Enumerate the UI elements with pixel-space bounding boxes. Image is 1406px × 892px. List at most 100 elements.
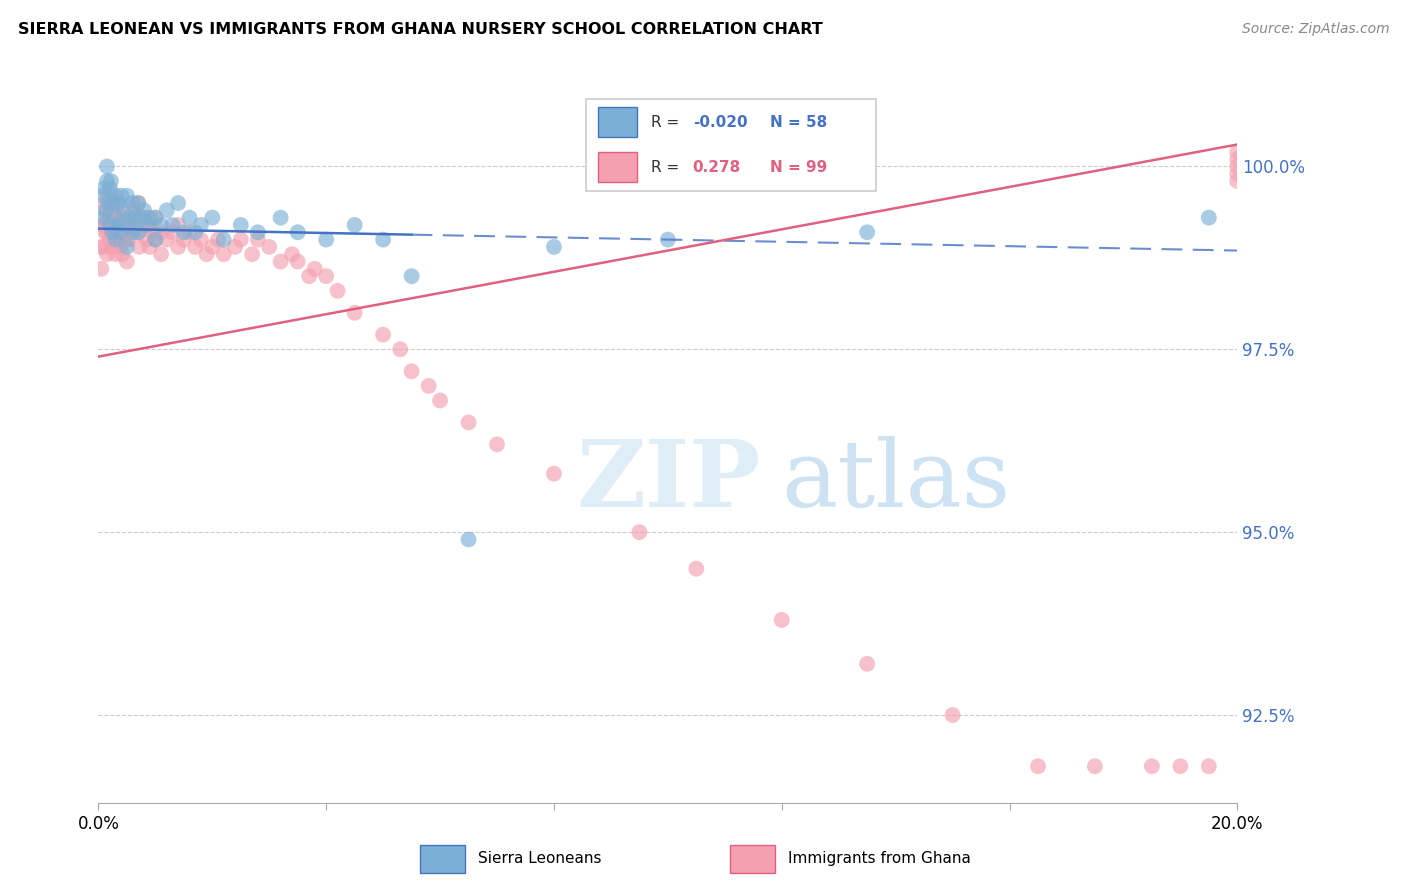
Point xyxy=(98,233,121,247)
Point xyxy=(201,211,224,225)
Point xyxy=(145,211,167,225)
Point xyxy=(1226,167,1249,181)
Point xyxy=(104,247,127,261)
Point xyxy=(162,218,184,232)
Point xyxy=(101,196,124,211)
Point xyxy=(101,225,124,239)
Point xyxy=(150,225,173,239)
Point xyxy=(141,225,163,239)
Point xyxy=(770,613,793,627)
Text: N = 99: N = 99 xyxy=(769,160,827,175)
Point xyxy=(100,174,122,188)
Text: Source: ZipAtlas.com: Source: ZipAtlas.com xyxy=(1241,22,1389,37)
Text: N = 58: N = 58 xyxy=(769,115,827,130)
Point xyxy=(156,203,179,218)
Point xyxy=(179,225,201,239)
Point xyxy=(121,225,143,239)
Point xyxy=(145,211,167,225)
Point xyxy=(127,196,149,211)
Point xyxy=(343,218,366,232)
Point xyxy=(128,240,150,254)
Point xyxy=(150,218,173,232)
Point xyxy=(287,225,309,239)
Point xyxy=(104,233,127,247)
Point xyxy=(107,218,129,232)
Point xyxy=(315,269,337,284)
Point xyxy=(115,233,138,247)
Point xyxy=(98,218,121,232)
Point xyxy=(628,525,651,540)
FancyBboxPatch shape xyxy=(730,845,775,872)
Point xyxy=(173,233,195,247)
Point xyxy=(1140,759,1163,773)
Point xyxy=(101,218,124,232)
Point xyxy=(132,211,155,225)
Point xyxy=(97,196,120,211)
Point xyxy=(389,343,412,357)
Point xyxy=(115,211,138,225)
Point xyxy=(129,218,152,232)
Point xyxy=(121,203,143,218)
Point xyxy=(543,467,565,481)
Point xyxy=(371,233,394,247)
Point xyxy=(101,196,124,211)
Point xyxy=(108,240,131,254)
Point xyxy=(121,225,143,239)
Point xyxy=(1226,152,1249,166)
Point xyxy=(110,211,132,225)
Point xyxy=(259,240,281,254)
Point xyxy=(129,211,152,225)
Point xyxy=(138,218,160,232)
Point xyxy=(96,203,118,218)
FancyBboxPatch shape xyxy=(599,108,637,137)
Point xyxy=(112,203,135,218)
Point xyxy=(1226,160,1249,174)
Point xyxy=(110,225,132,239)
Point xyxy=(100,218,122,232)
Point xyxy=(103,225,125,239)
Point xyxy=(96,247,118,261)
Point xyxy=(240,247,263,261)
Point xyxy=(287,254,309,268)
Point xyxy=(856,657,879,671)
Point xyxy=(91,188,114,202)
Point xyxy=(281,247,304,261)
Point xyxy=(93,218,115,232)
Point xyxy=(246,233,269,247)
Point xyxy=(145,233,167,247)
Point xyxy=(145,233,167,247)
Point xyxy=(110,233,132,247)
Point xyxy=(184,225,207,239)
Point xyxy=(371,327,394,342)
Point xyxy=(1170,759,1192,773)
Text: R =: R = xyxy=(651,160,689,175)
Point xyxy=(150,247,173,261)
Point xyxy=(195,247,218,261)
Point xyxy=(93,240,115,254)
Point xyxy=(942,708,965,723)
Point xyxy=(96,160,118,174)
Point xyxy=(212,247,235,261)
Point xyxy=(207,233,229,247)
Point xyxy=(90,240,112,254)
Point xyxy=(457,533,479,547)
Point xyxy=(127,225,149,239)
Point xyxy=(93,181,115,195)
Point xyxy=(1198,759,1220,773)
Point xyxy=(132,203,155,218)
Point xyxy=(304,261,326,276)
Point xyxy=(856,225,879,239)
Point xyxy=(98,181,121,195)
Point xyxy=(184,240,207,254)
Point xyxy=(167,218,190,232)
Text: Sierra Leoneans: Sierra Leoneans xyxy=(478,851,602,866)
Point xyxy=(96,174,118,188)
Point xyxy=(104,211,127,225)
Point xyxy=(93,196,115,211)
Point xyxy=(156,233,179,247)
Point xyxy=(94,225,117,239)
Point xyxy=(111,247,134,261)
Point xyxy=(1026,759,1049,773)
Point xyxy=(224,240,246,254)
Point xyxy=(104,188,127,202)
